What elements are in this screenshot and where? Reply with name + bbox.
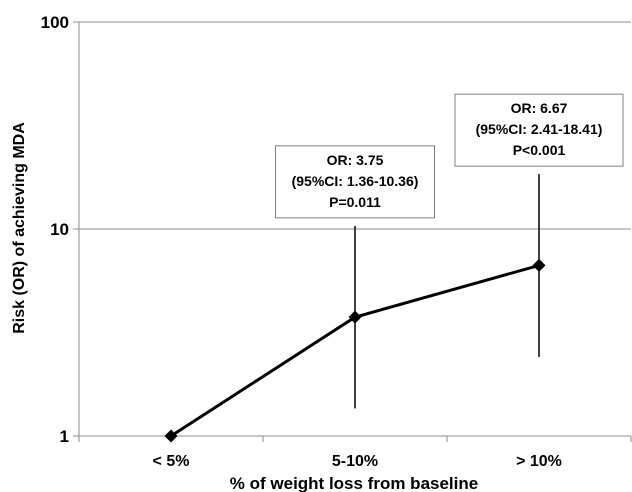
y-tick-label: 1 [60,427,69,446]
x-axis-label: % of weight loss from baseline [230,474,478,492]
y-tick-label: 100 [41,13,69,32]
annotation-border [454,93,624,167]
data-point-marker [532,258,546,272]
x-tick-label: 5-10% [332,453,378,470]
data-point-marker [348,310,362,324]
annotation-text: OR: 3.75 [327,152,384,168]
annotation-text: P<0.001 [513,142,566,158]
annotation-border [275,145,435,219]
annotation-text: (95%CI: 1.36-10.36) [292,173,419,189]
annotation-text: (95%CI: 2.41-18.41) [476,121,603,137]
annotation-box: OR: 6.67 (95%CI: 2.41-18.41) P<0.001 [454,93,624,167]
x-tick-label: > 10% [516,453,562,470]
data-point-marker [164,429,178,443]
annotation-text: P=0.011 [329,194,381,210]
y-tick-label: 10 [50,220,69,239]
annotation-box: OR: 3.75 (95%CI: 1.36-10.36) P=0.011 [275,145,435,219]
y-axis-label: Risk (OR) of achieving MDA [11,122,28,334]
x-tick-label: < 5% [153,453,190,470]
annotation-text: OR: 6.67 [511,100,568,116]
